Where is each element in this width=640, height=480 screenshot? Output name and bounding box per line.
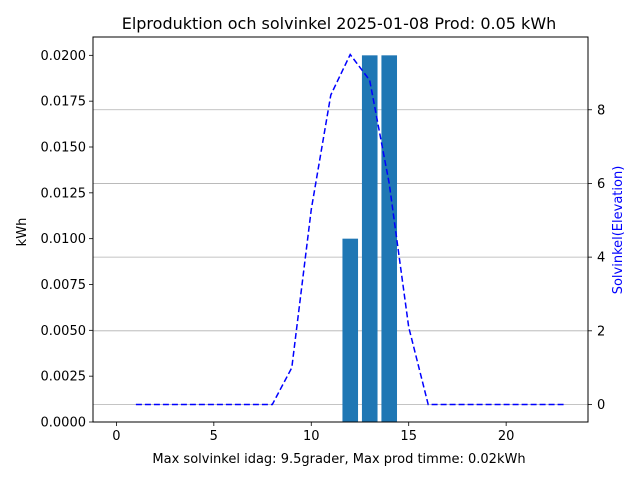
elevation-line-series bbox=[135, 53, 565, 406]
x-tick-label: 5 bbox=[210, 429, 218, 444]
y-tick-label: 0.0100 bbox=[41, 232, 87, 247]
y2-tick-label: 0 bbox=[597, 398, 605, 413]
bar bbox=[381, 55, 398, 422]
x-tick-label: 15 bbox=[400, 429, 417, 444]
grid-lines bbox=[93, 109, 588, 405]
x-tick-label: 10 bbox=[303, 429, 320, 444]
y-axis-label: kWh bbox=[15, 218, 30, 247]
y-tick-label: 0.0125 bbox=[41, 186, 87, 201]
bar bbox=[342, 238, 359, 422]
x-tick-label: 0 bbox=[112, 429, 120, 444]
plot-frame bbox=[92, 36, 589, 423]
x-axis-ticks: 0 5 10 15 20 bbox=[112, 422, 514, 444]
y-tick-label: 0.0025 bbox=[41, 370, 87, 385]
y-tick-label: 0.0150 bbox=[41, 141, 87, 156]
y-axis-ticks: 0.0000 0.0025 0.0050 0.0075 0.0100 0.0125 0.01… bbox=[41, 49, 93, 431]
y-tick-label: 0.0050 bbox=[41, 324, 87, 339]
y-tick-label: 0.0000 bbox=[41, 416, 87, 431]
elevation-line bbox=[135, 53, 565, 406]
y-tick-label: 0.0200 bbox=[41, 49, 87, 64]
y2-tick-label: 6 bbox=[597, 177, 605, 192]
x-tick-label: 20 bbox=[498, 429, 515, 444]
bar bbox=[361, 55, 378, 422]
bar-series bbox=[342, 55, 398, 422]
y2-tick-label: 8 bbox=[597, 103, 605, 118]
y2-tick-label: 2 bbox=[597, 324, 605, 339]
x-axis-label: Max solvinkel idag: 9.5grader, Max prod … bbox=[152, 452, 525, 467]
y2-axis-ticks: 0 2 4 6 8 bbox=[588, 103, 605, 413]
y2-tick-label: 4 bbox=[597, 251, 605, 266]
chart-title: Elproduktion och solvinkel 2025-01-08 Pr… bbox=[122, 14, 557, 33]
y2-axis-label: Solvinkel(Elevation) bbox=[611, 166, 626, 295]
y-tick-label: 0.0175 bbox=[41, 95, 87, 110]
y-tick-label: 0.0075 bbox=[41, 278, 87, 293]
